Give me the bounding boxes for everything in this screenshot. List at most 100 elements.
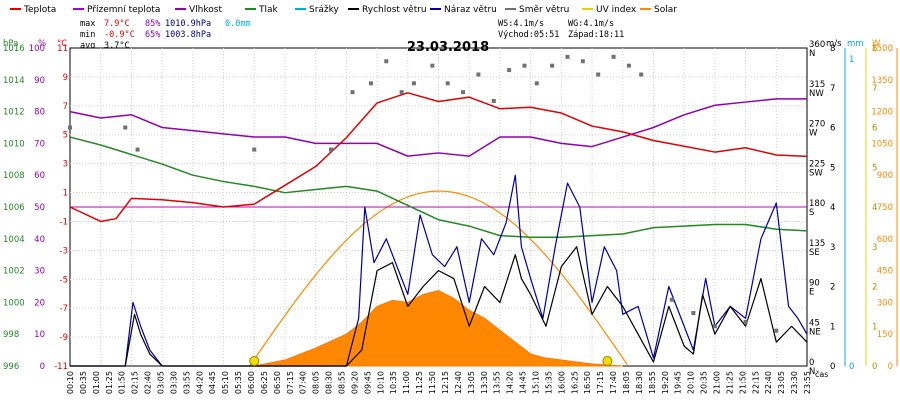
uv-index-marker: [602, 356, 613, 366]
legend-label: Srážky: [309, 5, 340, 15]
x-tick-label: 19:20: [661, 371, 670, 394]
stats-avg-temp: 3.7°C: [104, 41, 130, 51]
direction-compass-label: S: [809, 208, 814, 218]
x-tick-label: 04:45: [208, 371, 217, 394]
mm-tick-label: 0: [849, 362, 854, 372]
hpa-tick-label: 1016: [3, 44, 25, 54]
x-tick-label: 11:00: [402, 371, 411, 394]
x-tick-label: 00:10: [66, 371, 75, 394]
legend-label: UV index: [596, 5, 637, 15]
wind-direction-marker: [596, 72, 601, 77]
info-sunrise: Východ:05:51: [498, 30, 559, 40]
percent-tick-label: 90: [34, 76, 45, 86]
wind-direction-marker: [639, 72, 644, 77]
wind-speed-line: [70, 246, 808, 367]
wind-direction-marker: [743, 319, 748, 324]
solar-tick-label: 750: [877, 203, 893, 213]
solar-tick-label: 150: [877, 330, 893, 340]
temperature-line: [69, 92, 808, 223]
celsius-tick-label: -3: [60, 246, 68, 256]
hpa-tick-label: 998: [3, 330, 19, 340]
direction-compass-label: N: [809, 367, 815, 377]
direction-compass-label: E: [809, 288, 814, 298]
mm-tick-label: 1: [849, 55, 854, 65]
humidity-line: [69, 98, 807, 157]
x-tick-label: 18:55: [648, 371, 657, 394]
wind-direction-marker: [123, 125, 128, 130]
stats-min-hum: 65%: [145, 30, 160, 40]
celsius-tick-label: -1: [60, 217, 68, 227]
stats-max-label: max: [80, 19, 95, 29]
direction-compass-label: NE: [809, 327, 821, 337]
x-tick-label: 13:30: [480, 371, 489, 394]
x-tick-label: 02:15: [131, 371, 140, 394]
info-sunset: Západ:18:11: [568, 30, 624, 40]
wind-direction-marker: [445, 81, 450, 86]
legend-label: Tlak: [258, 5, 279, 15]
x-tick-label: 13:05: [467, 371, 476, 394]
uv-tick-label: 0: [872, 362, 877, 372]
x-tick-label: 16:00: [557, 371, 566, 394]
x-tick-label: 14:45: [519, 371, 528, 394]
ms-tick-label: 6: [830, 124, 835, 134]
wind-direction-marker: [626, 63, 631, 68]
percent-tick-label: 50: [34, 203, 45, 213]
solar-tick-label: 600: [877, 235, 893, 245]
wind-direction-marker: [461, 90, 466, 95]
percent-tick-label: 60: [34, 171, 45, 181]
pressure-line: [69, 136, 808, 238]
legend-label: Teplota: [23, 5, 56, 15]
wind-info: WS:4.1m/s WG:4.1m/s Východ:05:51 Západ:1…: [498, 19, 624, 40]
hpa-tick-label: 1004: [3, 235, 25, 245]
line-series: [68, 54, 808, 367]
stats-max-temp: 7.9°C: [104, 19, 130, 29]
wind-direction-marker: [476, 72, 481, 77]
stats-min-temp: -0.9°C: [104, 30, 135, 40]
direction-compass-label: SE: [809, 248, 820, 258]
info-ws: WS:4.1m/s: [498, 19, 544, 29]
solar-axis-unit: W: [872, 39, 881, 49]
percent-tick-label: 10: [34, 330, 45, 340]
uv-index-marker: [249, 356, 260, 366]
direction-degree-label: 225: [809, 159, 825, 169]
celsius-tick-label: -11: [54, 362, 68, 372]
chart-legend: Teplota Přízemní teplota Vlhkost Tlak Srážky…: [10, 5, 677, 15]
wind-direction-marker: [611, 54, 616, 59]
x-tick-label: 11:50: [428, 371, 437, 394]
x-tick-label: 01:25: [105, 371, 114, 394]
info-wg: WG:4.1m/s: [568, 19, 614, 29]
percent-tick-label: 20: [34, 298, 45, 308]
stats-min-press: 1003.8hPa: [165, 30, 211, 40]
direction-compass-label: N: [809, 49, 815, 59]
celsius-tick-label: 5: [63, 131, 68, 141]
celsius-axis-unit: °C: [57, 39, 67, 49]
x-tick-label: 15:35: [544, 371, 553, 394]
percent-tick-label: 100: [29, 44, 45, 54]
x-tick-label: 10:35: [389, 371, 398, 394]
x-tick-label: 00:35: [79, 371, 88, 394]
wind-direction-marker: [669, 297, 674, 302]
hpa-tick-label: 1006: [3, 203, 25, 213]
wind-direction-marker: [411, 81, 416, 86]
x-tick-label: 22:15: [751, 371, 760, 394]
x-tick-label: 20:35: [700, 371, 709, 394]
ms-tick-label: 8: [830, 44, 835, 54]
hpa-tick-label: 1008: [3, 171, 25, 181]
celsius-tick-label: 9: [63, 73, 68, 83]
x-tick-label: 06:00: [247, 371, 256, 394]
x-tick-label: 01:50: [118, 371, 127, 394]
direction-degree-label: 270: [809, 120, 825, 130]
x-tick-label: 09:45: [363, 371, 372, 394]
x-tick-label: 22:40: [764, 371, 773, 394]
stats-avg-label: avg: [80, 41, 95, 51]
celsius-tick-label: 3: [63, 160, 68, 170]
x-tick-label: 03:30: [169, 371, 178, 394]
percent-tick-label: 0: [40, 362, 45, 372]
x-tick-label: 13:55: [493, 371, 502, 394]
wind-direction-marker: [252, 147, 257, 152]
wind-direction-marker: [135, 147, 140, 152]
celsius-tick-label: 7: [63, 102, 68, 112]
wind-direction-marker: [522, 63, 527, 68]
uv-tick-label: 8: [872, 44, 877, 54]
